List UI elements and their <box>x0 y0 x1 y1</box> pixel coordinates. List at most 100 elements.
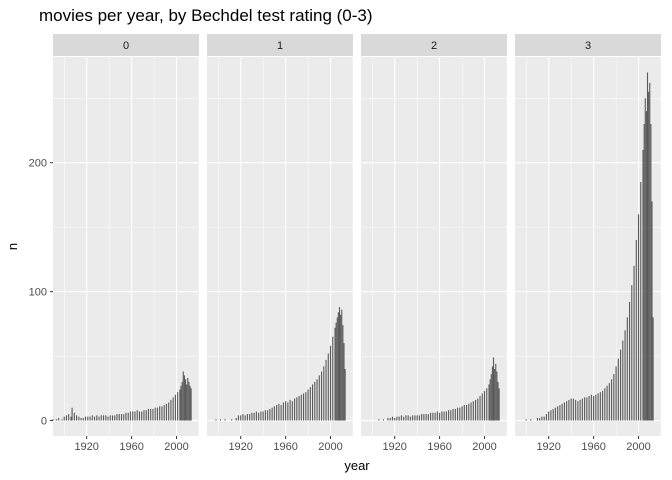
bar <box>255 411 257 421</box>
bar <box>608 383 610 421</box>
bar <box>418 415 420 421</box>
bar <box>161 406 163 421</box>
bar <box>633 265 635 421</box>
bar <box>316 379 318 421</box>
bar <box>73 412 75 421</box>
y-tick-label: 0 <box>41 416 47 428</box>
bar <box>489 379 491 421</box>
bar <box>170 399 172 421</box>
bar <box>491 366 493 421</box>
bar <box>604 388 606 421</box>
bar <box>165 403 167 421</box>
bar <box>642 149 644 421</box>
bar <box>271 407 273 421</box>
bar <box>577 401 579 421</box>
bar <box>472 401 474 421</box>
bar <box>568 399 570 421</box>
bar <box>294 398 296 421</box>
bar <box>342 325 344 421</box>
bar <box>184 379 187 421</box>
bar <box>530 419 532 421</box>
bar <box>445 411 447 421</box>
facet-strip <box>515 34 661 56</box>
x-tick-label: 1960 <box>119 441 143 453</box>
bar <box>105 415 107 421</box>
bar <box>327 353 329 421</box>
bar <box>107 416 109 421</box>
bar <box>125 412 127 421</box>
bar <box>154 407 156 421</box>
bar <box>242 414 244 421</box>
x-tick-label: 1920 <box>228 441 252 453</box>
bar <box>611 379 613 421</box>
bar <box>188 381 190 421</box>
bar <box>496 371 498 421</box>
x-tick-label: 2000 <box>472 441 496 453</box>
bar <box>483 390 486 421</box>
bar <box>289 399 291 421</box>
bar <box>251 412 253 421</box>
bar <box>394 417 396 421</box>
x-tick-label: 1920 <box>536 441 560 453</box>
bar <box>620 349 622 421</box>
bar <box>443 411 445 421</box>
bar <box>586 397 588 421</box>
bar <box>337 312 339 421</box>
bar <box>177 392 179 421</box>
bar <box>320 371 323 421</box>
bar <box>181 381 183 421</box>
bar <box>190 388 192 421</box>
bar <box>470 402 472 421</box>
x-tick-label: 1960 <box>427 441 451 453</box>
bar <box>396 416 398 421</box>
bar <box>427 414 429 421</box>
bar <box>253 412 255 421</box>
bar <box>495 363 497 421</box>
bar <box>613 374 615 421</box>
bar <box>539 417 541 421</box>
panel-background <box>53 57 199 436</box>
bar <box>450 410 452 421</box>
bar <box>312 384 314 421</box>
bar <box>63 416 65 421</box>
bar <box>118 414 120 421</box>
bar <box>329 345 332 421</box>
bar <box>187 377 189 421</box>
bar <box>129 411 132 421</box>
y-tick-label: 200 <box>29 158 47 170</box>
bar <box>432 412 434 421</box>
x-axis-title: year <box>344 458 370 473</box>
bar <box>298 396 300 421</box>
bar <box>590 394 592 421</box>
bar <box>436 411 438 421</box>
bar <box>282 402 284 421</box>
bar <box>468 403 470 421</box>
bar <box>599 392 601 421</box>
x-tick-label: 1920 <box>74 441 98 453</box>
bar <box>648 91 650 421</box>
bar <box>635 240 637 421</box>
bar <box>237 415 239 421</box>
bar <box>543 416 545 421</box>
bar <box>71 407 73 421</box>
bar <box>100 415 102 421</box>
bar <box>628 301 631 421</box>
bar <box>87 416 89 421</box>
bar <box>89 416 91 421</box>
bar <box>626 317 628 421</box>
bar <box>479 396 481 421</box>
bar <box>258 412 260 421</box>
bar <box>566 401 568 421</box>
facet-strip <box>207 34 353 56</box>
bar <box>136 410 138 421</box>
bar <box>477 398 479 421</box>
bar <box>267 410 269 421</box>
bar <box>550 410 552 421</box>
bar <box>305 392 307 421</box>
x-tick-label: 1960 <box>273 441 297 453</box>
bar <box>412 415 414 421</box>
x-tick-label: 2000 <box>318 441 342 453</box>
bar <box>102 415 105 421</box>
bar <box>645 111 647 421</box>
